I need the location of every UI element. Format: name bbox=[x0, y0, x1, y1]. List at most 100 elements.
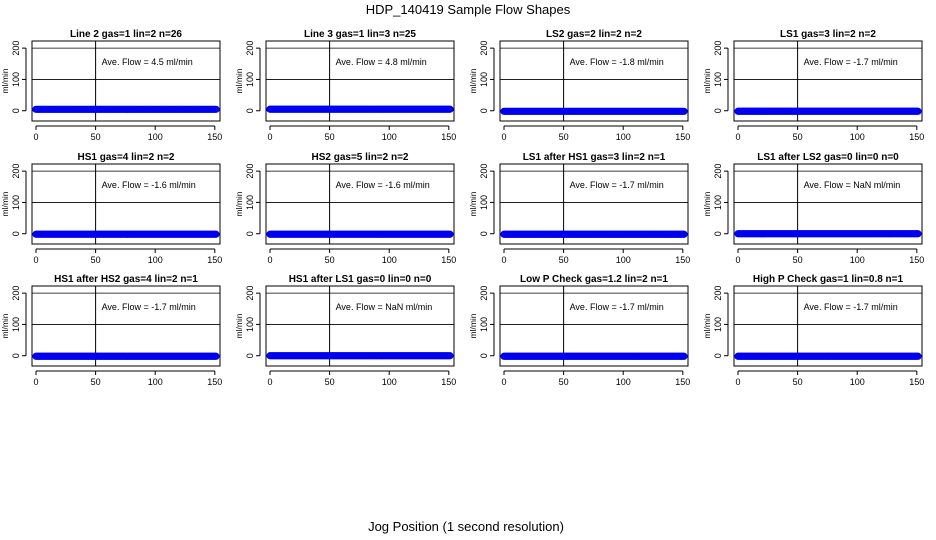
data-point bbox=[914, 352, 922, 360]
y-axis-label: ml/min bbox=[468, 313, 478, 338]
x-tick-label: 150 bbox=[207, 132, 222, 142]
y-tick-label: 100 bbox=[713, 195, 723, 210]
x-tick-label: 0 bbox=[33, 132, 38, 142]
y-tick-label: 200 bbox=[245, 286, 255, 301]
data-point bbox=[680, 230, 688, 238]
x-tick-label: 0 bbox=[33, 377, 38, 387]
y-tick-label: 100 bbox=[713, 317, 723, 332]
x-tick-label: 0 bbox=[33, 255, 38, 265]
panel-annotation: Ave. Flow = NaN ml/min bbox=[336, 302, 433, 312]
y-tick-label: 0 bbox=[11, 108, 21, 113]
panel-title: Low P Check gas=1.2 lin=2 n=1 bbox=[520, 274, 668, 285]
y-tick-label: 100 bbox=[11, 72, 21, 87]
data-point bbox=[212, 105, 220, 113]
panel-title: LS1 after LS2 gas=0 lin=0 n=0 bbox=[757, 152, 899, 163]
y-axis-label: ml/min bbox=[234, 313, 244, 338]
panel-6: HS2 gas=5 lin=2 n=2 Ave. Flow = -1.6 ml/m… bbox=[234, 152, 456, 265]
y-tick-label: 0 bbox=[479, 108, 489, 113]
panel-annotation: Ave. Flow = -1.6 ml/min bbox=[336, 180, 430, 190]
data-point bbox=[446, 105, 454, 113]
panel-7: LS1 after HS1 gas=3 lin=2 n=1 Ave. Flow =… bbox=[468, 152, 690, 265]
y-axis-label: ml/min bbox=[702, 68, 712, 93]
y-axis-label: ml/min bbox=[702, 313, 712, 338]
y-tick-label: 200 bbox=[713, 164, 723, 179]
y-tick-label: 100 bbox=[479, 317, 489, 332]
x-tick-label: 100 bbox=[850, 132, 865, 142]
y-tick-label: 0 bbox=[479, 231, 489, 236]
y-axis-label: ml/min bbox=[468, 68, 478, 93]
data-point bbox=[680, 107, 688, 115]
panel-title: HS2 gas=5 lin=2 n=2 bbox=[312, 152, 409, 163]
panel-annotation: Ave. Flow = -1.7 ml/min bbox=[102, 302, 196, 312]
y-tick-label: 100 bbox=[245, 72, 255, 87]
panel-4: LS1 gas=3 lin=2 n=2 Ave. Flow = -1.7 ml/m… bbox=[702, 29, 924, 142]
x-tick-label: 100 bbox=[148, 377, 163, 387]
panel-annotation: Ave. Flow = -1.7 ml/min bbox=[804, 302, 898, 312]
x-tick-label: 150 bbox=[675, 255, 690, 265]
panel-2: Line 3 gas=1 lin=3 n=25 Ave. Flow = 4.8 m… bbox=[234, 29, 456, 142]
x-tick-label: 150 bbox=[441, 377, 456, 387]
data-point bbox=[914, 230, 922, 238]
panel-title: HS1 after LS1 gas=0 lin=0 n=0 bbox=[289, 274, 432, 285]
x-tick-label: 50 bbox=[91, 377, 101, 387]
y-tick-label: 100 bbox=[713, 72, 723, 87]
x-tick-label: 50 bbox=[559, 132, 569, 142]
plot-frame bbox=[265, 163, 455, 245]
y-tick-label: 200 bbox=[11, 286, 21, 301]
x-tick-label: 50 bbox=[325, 132, 335, 142]
y-tick-label: 0 bbox=[245, 353, 255, 358]
x-tick-label: 0 bbox=[735, 377, 740, 387]
y-tick-label: 200 bbox=[479, 164, 489, 179]
x-tick-label: 100 bbox=[382, 255, 397, 265]
y-tick-label: 0 bbox=[11, 231, 21, 236]
plot-frame bbox=[31, 40, 221, 122]
y-tick-label: 0 bbox=[11, 353, 21, 358]
y-axis-label: ml/min bbox=[0, 313, 10, 338]
figure-title: HDP_140419 Sample Flow Shapes bbox=[366, 2, 571, 17]
y-tick-label: 200 bbox=[479, 286, 489, 301]
x-tick-label: 100 bbox=[616, 132, 631, 142]
y-tick-label: 100 bbox=[245, 317, 255, 332]
data-point bbox=[446, 230, 454, 238]
x-tick-label: 150 bbox=[207, 377, 222, 387]
figure-xlabel: Jog Position (1 second resolution) bbox=[368, 519, 564, 534]
x-tick-label: 150 bbox=[441, 255, 456, 265]
x-tick-label: 0 bbox=[735, 255, 740, 265]
x-tick-label: 100 bbox=[382, 377, 397, 387]
y-tick-label: 200 bbox=[479, 41, 489, 56]
x-tick-label: 150 bbox=[909, 255, 924, 265]
x-tick-label: 0 bbox=[501, 132, 506, 142]
y-axis-label: ml/min bbox=[468, 191, 478, 216]
panel-3: LS2 gas=2 lin=2 n=2 Ave. Flow = -1.8 ml/m… bbox=[468, 29, 690, 142]
x-tick-label: 50 bbox=[559, 377, 569, 387]
y-axis-label: ml/min bbox=[702, 191, 712, 216]
panel-annotation: Ave. Flow = 4.5 ml/min bbox=[102, 57, 193, 67]
x-tick-label: 150 bbox=[675, 132, 690, 142]
panel-11: Low P Check gas=1.2 lin=2 n=1 Ave. Flow =… bbox=[468, 274, 690, 387]
panel-title: High P Check gas=1 lin=0.8 n=1 bbox=[753, 274, 904, 285]
y-tick-label: 100 bbox=[11, 195, 21, 210]
panel-title: LS2 gas=2 lin=2 n=2 bbox=[546, 29, 642, 40]
plot-frame bbox=[499, 40, 689, 122]
x-tick-label: 50 bbox=[91, 132, 101, 142]
plot-frame bbox=[733, 163, 923, 245]
x-tick-label: 100 bbox=[850, 255, 865, 265]
panel-title: HS1 after HS2 gas=4 lin=2 n=1 bbox=[54, 274, 198, 285]
panel-annotation: Ave. Flow = -1.7 ml/min bbox=[570, 180, 664, 190]
panel-title: LS1 after HS1 gas=3 lin=2 n=1 bbox=[523, 152, 666, 163]
x-tick-label: 50 bbox=[559, 255, 569, 265]
y-tick-label: 200 bbox=[245, 164, 255, 179]
panel-8: LS1 after LS2 gas=0 lin=0 n=0 Ave. Flow =… bbox=[702, 152, 924, 265]
x-tick-label: 100 bbox=[616, 255, 631, 265]
panel-title: Line 2 gas=1 lin=2 n=26 bbox=[70, 29, 182, 40]
plot-frame bbox=[499, 285, 689, 367]
panel-annotation: Ave. Flow = -1.8 ml/min bbox=[570, 57, 664, 67]
plot-frame bbox=[31, 285, 221, 367]
plot-frame bbox=[265, 40, 455, 122]
x-tick-label: 50 bbox=[91, 255, 101, 265]
plot-frame bbox=[733, 285, 923, 367]
data-point bbox=[212, 230, 220, 238]
panel-5: HS1 gas=4 lin=2 n=2 Ave. Flow = -1.6 ml/m… bbox=[0, 152, 222, 265]
x-tick-label: 50 bbox=[793, 377, 803, 387]
